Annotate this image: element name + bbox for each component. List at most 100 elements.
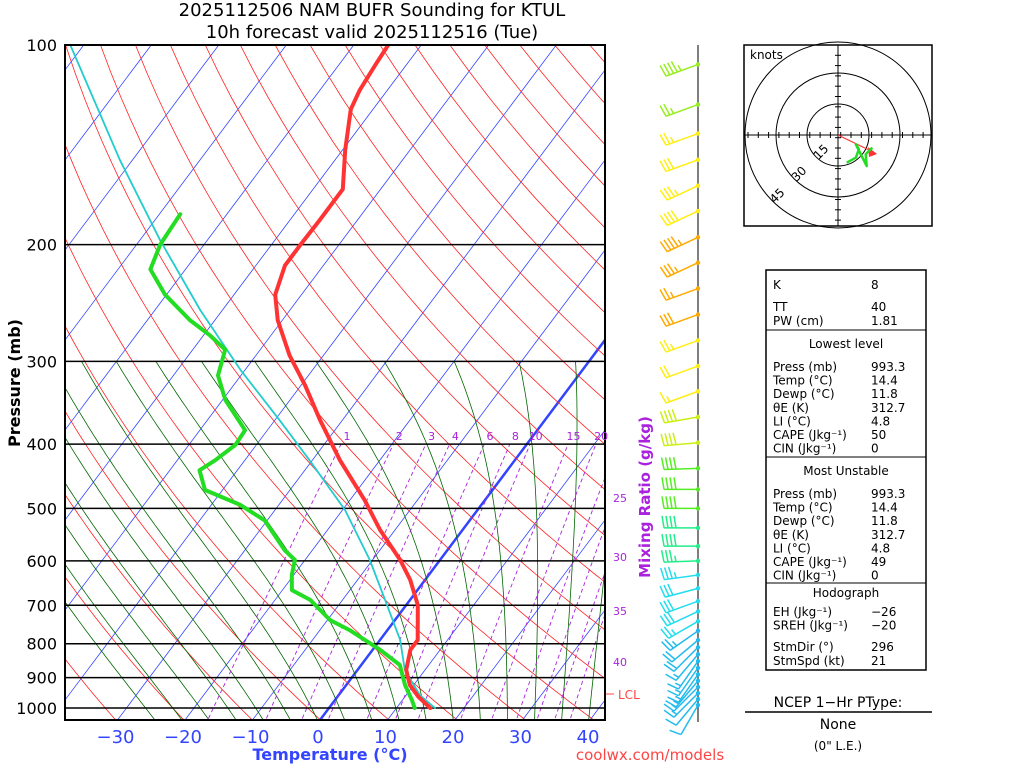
barb-full-feather bbox=[671, 409, 678, 422]
wind-barb bbox=[667, 672, 701, 703]
barb-full-feather bbox=[663, 567, 670, 580]
barb-full-feather bbox=[665, 534, 669, 547]
barb-full-feather bbox=[662, 653, 673, 663]
barb-full-feather bbox=[672, 457, 677, 470]
mixing-ratio-line bbox=[301, 444, 427, 720]
barb-full-feather bbox=[669, 496, 673, 509]
barb-full-feather bbox=[663, 187, 672, 199]
barb-staff bbox=[665, 339, 699, 353]
pressure-tick-label: 200 bbox=[26, 236, 57, 255]
barb-full-feather bbox=[659, 289, 667, 301]
barb-staff bbox=[675, 653, 699, 681]
mixing-ratio-label: 10 bbox=[529, 430, 543, 443]
barb-full-feather bbox=[660, 550, 665, 563]
barb-full-feather bbox=[663, 239, 672, 251]
stats-frame bbox=[765, 269, 927, 671]
barb-staff bbox=[673, 686, 699, 712]
stat-value: −20 bbox=[871, 619, 896, 633]
barb-half-feather bbox=[674, 555, 677, 562]
wind-barb bbox=[659, 583, 701, 598]
stat-value: 40 bbox=[871, 300, 886, 314]
ptype-value: None bbox=[820, 717, 857, 733]
isotherm-line bbox=[318, 337, 605, 720]
wind-barb bbox=[663, 684, 701, 712]
barb-full-feather bbox=[659, 341, 667, 353]
barb-full-feather bbox=[663, 626, 673, 637]
barb-staff bbox=[665, 132, 699, 146]
stat-label: EH (Jkg⁻¹) bbox=[773, 605, 832, 619]
stat-label: Temp (°C) bbox=[772, 374, 833, 388]
barb-full-feather bbox=[661, 496, 665, 509]
barb-full-feather bbox=[672, 432, 677, 445]
barb-full-feather bbox=[667, 689, 679, 697]
dry-adiabat-line bbox=[274, 45, 605, 445]
barb-full-feather bbox=[659, 266, 668, 278]
chart-title-line2: 10h forecast valid 2025112516 (Tue) bbox=[206, 22, 538, 43]
barb-staff bbox=[664, 587, 699, 598]
y-axis-label: Pressure (mb) bbox=[5, 319, 24, 447]
barb-full-feather bbox=[661, 641, 671, 651]
barb-full-feather bbox=[663, 339, 671, 352]
dry-adiabat-line bbox=[309, 45, 605, 401]
wind-barb bbox=[665, 652, 701, 682]
lcl-label: LCL bbox=[618, 688, 640, 702]
mixing-ratio-line bbox=[491, 444, 597, 720]
moist-adiabat-line bbox=[518, 361, 539, 720]
stat-label: SREH (Jkg⁻¹) bbox=[773, 619, 848, 633]
moist-adiabat-line bbox=[65, 436, 264, 720]
wind-barb bbox=[665, 697, 701, 726]
barb-full-feather bbox=[664, 433, 669, 446]
barb-full-feather bbox=[666, 660, 678, 670]
barb-full-feather bbox=[673, 496, 677, 509]
dry-adiabat-line bbox=[65, 143, 527, 720]
mixing-ratio-line bbox=[394, 444, 511, 720]
mixing-ratio-line bbox=[207, 444, 342, 720]
stat-value: 296 bbox=[871, 640, 894, 654]
barb-staff bbox=[673, 692, 699, 718]
barb-full-feather bbox=[663, 365, 671, 377]
barb-full-feather bbox=[663, 709, 675, 718]
barb-full-feather bbox=[659, 315, 667, 327]
mixing-ratio-label: 20 bbox=[594, 430, 608, 443]
barb-half-feather bbox=[669, 343, 675, 350]
temperature-tick-label: −20 bbox=[164, 727, 202, 748]
barb-staff bbox=[665, 390, 699, 404]
barb-station-dot bbox=[695, 691, 701, 696]
wind-barb bbox=[661, 628, 701, 651]
barb-full-feather bbox=[659, 585, 666, 598]
wind-barb bbox=[669, 702, 701, 736]
stat-value: 993.3 bbox=[871, 487, 905, 501]
hodograph-units: knots bbox=[750, 48, 783, 62]
barb-station-dot bbox=[695, 586, 701, 591]
moist-adiabat-line bbox=[65, 524, 210, 720]
wind-barb bbox=[659, 409, 701, 424]
stat-value: 4.8 bbox=[871, 414, 890, 428]
barb-full-feather bbox=[659, 615, 668, 627]
wind-barb bbox=[659, 312, 701, 327]
mixing-ratio-line bbox=[459, 444, 569, 720]
mixing-ratio-line bbox=[515, 476, 605, 720]
wind-barb bbox=[660, 619, 701, 639]
pressure-tick-label: 900 bbox=[26, 669, 57, 688]
mixing-ratio-label: 6 bbox=[486, 430, 493, 443]
wind-barb bbox=[659, 338, 701, 353]
barb-staff bbox=[663, 560, 699, 563]
barb-half-feather bbox=[673, 571, 677, 579]
barb-full-feather bbox=[663, 287, 671, 300]
moist-adiabat-line bbox=[81, 361, 318, 720]
moist-adiabat-line bbox=[254, 361, 427, 720]
barb-half-feather bbox=[671, 710, 678, 716]
stat-value: 8 bbox=[871, 278, 879, 292]
barb-station-dot bbox=[695, 157, 701, 163]
mixing-ratio-label: 15 bbox=[566, 430, 580, 443]
barb-full-feather bbox=[659, 241, 668, 253]
stat-value: 14.4 bbox=[871, 374, 898, 388]
stat-value: 11.8 bbox=[871, 514, 898, 528]
isotherm-line bbox=[252, 249, 605, 720]
pressure-tick-label: 1000 bbox=[16, 699, 57, 718]
barb-full-feather bbox=[668, 549, 673, 562]
wind-barb bbox=[659, 389, 701, 404]
wind-barb bbox=[667, 659, 701, 690]
barb-staff bbox=[663, 467, 699, 471]
